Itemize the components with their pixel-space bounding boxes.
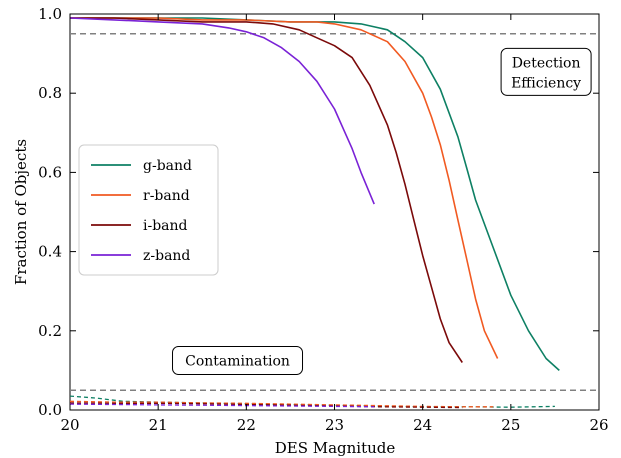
- x-tick-label: 20: [60, 416, 79, 434]
- series-line-z-band: [69, 17, 375, 205]
- x-tick-label: 25: [501, 416, 520, 434]
- y-tick-label: 0.4: [38, 243, 62, 261]
- legend-label-g-band: g-band: [143, 158, 192, 174]
- annotation-box-detection: [500, 47, 592, 96]
- annotations-group: Detection Efficiency Contamination: [172, 47, 592, 375]
- y-tick-label: 0.0: [38, 401, 62, 419]
- y-tick-label: 0.6: [38, 163, 62, 181]
- y-axis-label: Fraction of Objects: [12, 139, 30, 285]
- annotation-box-contamination: [172, 346, 304, 375]
- y-tick-label: 1.0: [38, 5, 62, 23]
- y-tick-label: 0.8: [38, 84, 62, 102]
- reference-lines: [70, 33, 599, 391]
- annotation-text-detection: Efficiency: [511, 75, 581, 91]
- series-line-r-band: [70, 17, 499, 359]
- annotation-text-contamination: Contamination: [185, 354, 290, 370]
- x-tick-label: 23: [325, 416, 344, 434]
- ticks-group: 20 21 22 23 24 25 26 0.0 0.2 0.4 0.6 0.8 1.0: [38, 5, 608, 434]
- x-tick-label: 24: [413, 416, 432, 434]
- series-group: [69, 17, 560, 409]
- y-tick-label: 0.2: [38, 322, 62, 340]
- series-contamination-i-band: [69, 402, 463, 409]
- series-contamination-z-band: [69, 403, 375, 408]
- series-contamination-r-band: [69, 400, 494, 408]
- x-tick-label: 26: [589, 416, 608, 434]
- legend-label-i-band: i-band: [143, 218, 188, 234]
- annotation-text-detection: Detection: [512, 55, 581, 71]
- legend-label-z-band: z-band: [143, 248, 190, 264]
- legend-box: [78, 144, 219, 276]
- legend-label-r-band: r-band: [143, 188, 190, 204]
- x-tick-label: 21: [149, 416, 168, 434]
- legend: g-band r-band i-band z-band: [78, 144, 219, 276]
- x-tick-label: 22: [237, 416, 256, 434]
- series-line-g-band: [70, 17, 560, 371]
- series-line-i-band: [70, 17, 463, 363]
- x-axis-label: DES Magnitude: [275, 439, 396, 457]
